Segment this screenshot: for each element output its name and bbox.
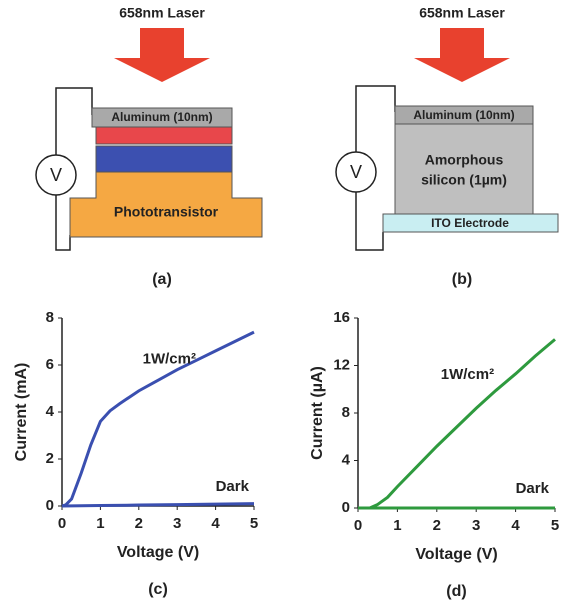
- layer-label: Aluminum (10nm): [111, 110, 212, 124]
- laser-label: 658nm Laser: [419, 5, 505, 21]
- laser-arrow: [114, 28, 210, 82]
- wire: [356, 86, 395, 152]
- layer-label: Phototransistor: [114, 204, 219, 220]
- blue-layer: [96, 146, 232, 172]
- voltmeter-label: V: [50, 165, 62, 185]
- x-tick-label: 5: [551, 517, 559, 534]
- caption: (d): [446, 583, 466, 600]
- x-axis-label: Voltage (V): [415, 546, 497, 563]
- series-label: Dark: [516, 480, 550, 497]
- y-axis-label: Current (µA): [309, 366, 326, 460]
- y-tick-label: 0: [342, 499, 350, 516]
- caption: (c): [148, 581, 168, 598]
- y-tick-label: 0: [46, 497, 54, 514]
- x-tick-label: 4: [211, 515, 220, 532]
- wire: [56, 88, 92, 155]
- figure: 658nm Laser V Aluminum (10nm) Phototrans…: [0, 0, 564, 604]
- series-label: 1W/cm²: [143, 350, 196, 367]
- y-tick-label: 4: [46, 403, 55, 420]
- y-tick-label: 4: [342, 451, 351, 468]
- y-tick-label: 8: [342, 404, 350, 421]
- x-tick-label: 4: [511, 517, 520, 534]
- x-tick-label: 2: [135, 515, 143, 532]
- x-tick-label: 3: [173, 515, 181, 532]
- wire: [356, 192, 383, 250]
- y-tick-label: 6: [46, 356, 54, 373]
- y-tick-label: 2: [46, 450, 54, 467]
- layer-label: Amorphous: [425, 152, 504, 168]
- layer-label: silicon (1µm): [421, 172, 507, 188]
- diagram-b: 658nm Laser V Aluminum (10nm) Amorphous …: [336, 5, 558, 289]
- x-tick-label: 1: [393, 517, 401, 534]
- y-tick-label: 8: [46, 309, 54, 326]
- diagram-a: 658nm Laser V Aluminum (10nm) Phototrans…: [36, 5, 262, 289]
- y-axis-label: Current (mA): [13, 363, 30, 462]
- series-label: 1W/cm²: [441, 366, 494, 383]
- x-axis-label: Voltage (V): [117, 544, 199, 561]
- laser-arrow: [414, 28, 510, 82]
- x-tick-label: 1: [96, 515, 104, 532]
- layer-label: Aluminum (10nm): [413, 108, 514, 122]
- y-tick-label: 16: [333, 309, 350, 326]
- x-tick-label: 2: [433, 517, 441, 534]
- series-label: Dark: [216, 478, 250, 495]
- y-tick-label: 12: [333, 356, 350, 373]
- caption: (a): [152, 271, 172, 288]
- layer-label: ITO Electrode: [431, 216, 509, 230]
- laser-label: 658nm Laser: [119, 5, 205, 21]
- x-tick-label: 3: [472, 517, 480, 534]
- caption: (b): [452, 271, 472, 288]
- amorphous-layer: [395, 124, 533, 214]
- x-tick-label: 0: [58, 515, 66, 532]
- voltmeter-label: V: [350, 162, 362, 182]
- x-tick-label: 0: [354, 517, 362, 534]
- wire: [56, 195, 70, 250]
- x-tick-label: 5: [250, 515, 258, 532]
- red-layer: [96, 127, 232, 144]
